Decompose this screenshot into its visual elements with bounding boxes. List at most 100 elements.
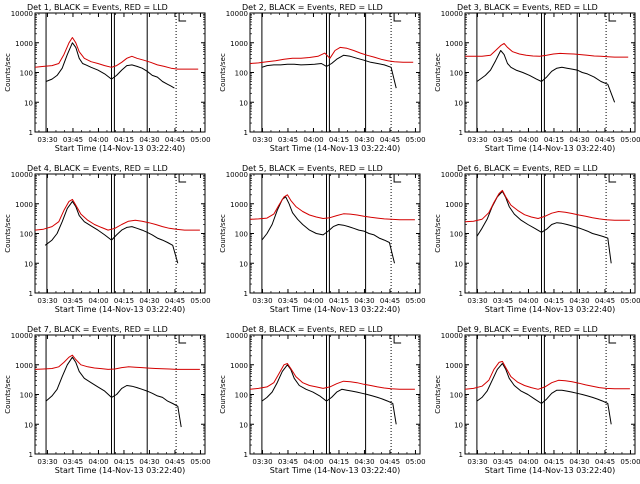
x-axis-label: Start Time (14-Nov-13 03:22:40) [55, 305, 185, 314]
x-axis-label: Start Time (14-Nov-13 03:22:40) [485, 305, 615, 314]
series-line-lld [34, 37, 199, 70]
series-line-lld [249, 363, 415, 390]
interval-bracket-mark [393, 13, 402, 22]
y-tick-label: 10000 [441, 10, 463, 18]
plot-frame [464, 173, 636, 294]
x-tick-label: 03:30 [37, 458, 57, 466]
x-tick-label: 04:45 [380, 136, 400, 144]
y-axis-label: Counts/sec [219, 53, 227, 92]
y-tick-label: 10 [239, 421, 248, 429]
panel-title: Det 1, BLACK = Events, RED = LLD [27, 3, 168, 12]
x-tick-label: 04:15 [329, 297, 349, 305]
interval-bracket-mark [608, 335, 617, 344]
x-tick-label: 04:00 [518, 458, 538, 466]
x-tick-label: 04:45 [595, 458, 615, 466]
y-tick-label: 100 [235, 231, 248, 239]
series-line-events [44, 200, 179, 264]
series-line-lld [464, 360, 630, 390]
interval-bracket-mark [393, 335, 402, 344]
interval-bracket-mark [608, 174, 617, 183]
x-tick-label: 03:45 [63, 458, 83, 466]
y-tick-label: 1000 [445, 40, 463, 48]
panel-title: Det 2, BLACK = Events, RED = LLD [242, 3, 383, 12]
y-tick-label: 10 [454, 260, 463, 268]
x-tick-label: 03:45 [278, 297, 298, 305]
detector-panel-3: Det 3, BLACK = Events, RED = LLD 1 10 100 10… [434, 3, 640, 153]
y-tick-label: 1 [459, 290, 463, 298]
x-tick-label: 04:00 [518, 136, 538, 144]
x-tick-label: 04:30 [139, 458, 159, 466]
x-tick-label: 03:30 [37, 136, 57, 144]
x-tick-label: 04:15 [544, 297, 564, 305]
detector-panel-9: Det 9, BLACK = Events, RED = LLD 1 10 100 10… [434, 325, 640, 475]
x-tick-label: 05:00 [620, 136, 640, 144]
x-tick-label: 05:00 [405, 458, 425, 466]
x-tick-label: 03:45 [278, 458, 298, 466]
x-tick-label: 04:30 [354, 136, 374, 144]
interval-bracket-mark [608, 13, 617, 22]
plot-frame [34, 173, 206, 294]
y-tick-label: 1 [244, 451, 248, 459]
x-tick-label: 04:45 [165, 297, 185, 305]
x-tick-label: 03:30 [252, 458, 272, 466]
y-tick-label: 100 [20, 392, 33, 400]
panel-title: Det 7, BLACK = Events, RED = LLD [27, 325, 168, 334]
x-tick-label: 04:30 [354, 458, 374, 466]
x-tick-label: 03:45 [63, 297, 83, 305]
y-tick-label: 10 [24, 421, 33, 429]
y-axis-label: Counts/sec [219, 375, 227, 414]
panel-title: Det 5, BLACK = Events, RED = LLD [242, 164, 383, 173]
y-tick-label: 1 [244, 290, 248, 298]
y-tick-label: 1 [459, 129, 463, 137]
panel-title: Det 3, BLACK = Events, RED = LLD [457, 3, 598, 12]
x-tick-label: 04:30 [569, 458, 589, 466]
y-tick-label: 1 [459, 451, 463, 459]
x-tick-label: 04:00 [518, 297, 538, 305]
series-line-events [45, 356, 182, 428]
x-axis-label: Start Time (14-Nov-13 03:22:40) [485, 144, 615, 153]
y-axis-label: Counts/sec [4, 375, 12, 414]
x-tick-label: 04:15 [544, 458, 564, 466]
x-tick-label: 03:30 [252, 297, 272, 305]
series-line-events [261, 364, 397, 425]
x-tick-label: 03:30 [467, 297, 487, 305]
x-tick-label: 05:00 [190, 458, 210, 466]
y-tick-label: 1000 [445, 362, 463, 370]
series-line-events [476, 50, 616, 103]
x-tick-label: 03:45 [493, 136, 513, 144]
x-tick-label: 04:15 [544, 136, 564, 144]
plot-frame [249, 12, 421, 133]
x-tick-label: 04:15 [329, 136, 349, 144]
x-axis-label: Start Time (14-Nov-13 03:22:40) [270, 305, 400, 314]
y-tick-label: 1000 [230, 40, 248, 48]
x-tick-label: 03:45 [493, 458, 513, 466]
y-tick-label: 1000 [15, 201, 33, 209]
interval-bracket-mark [178, 335, 187, 344]
x-tick-label: 04:00 [303, 136, 323, 144]
y-tick-label: 1000 [445, 201, 463, 209]
y-tick-label: 10 [239, 99, 248, 107]
panel-title: Det 8, BLACK = Events, RED = LLD [242, 325, 383, 334]
y-tick-label: 1000 [15, 362, 33, 370]
x-tick-label: 03:30 [37, 297, 57, 305]
panel-title: Det 4, BLACK = Events, RED = LLD [27, 164, 168, 173]
x-tick-label: 03:45 [278, 136, 298, 144]
y-tick-label: 1000 [230, 362, 248, 370]
series-line-events [45, 42, 175, 89]
x-tick-label: 04:00 [303, 458, 323, 466]
detector-panel-2: Det 2, BLACK = Events, RED = LLD 1 10 100 10… [219, 3, 426, 153]
x-tick-label: 05:00 [620, 297, 640, 305]
y-axis-label: Counts/sec [434, 375, 442, 414]
x-tick-label: 04:30 [139, 136, 159, 144]
detector-panel-6: Det 6, BLACK = Events, RED = LLD 1 10 100 10… [434, 164, 640, 314]
x-tick-label: 04:45 [380, 458, 400, 466]
detector-panel-4: Det 4, BLACK = Events, RED = LLD 1 10 100 10… [4, 164, 211, 314]
y-tick-label: 1000 [15, 40, 33, 48]
x-tick-label: 04:45 [595, 297, 615, 305]
x-tick-label: 04:45 [165, 458, 185, 466]
y-tick-label: 100 [450, 70, 463, 78]
x-tick-label: 04:45 [380, 297, 400, 305]
series-line-events [261, 54, 397, 89]
